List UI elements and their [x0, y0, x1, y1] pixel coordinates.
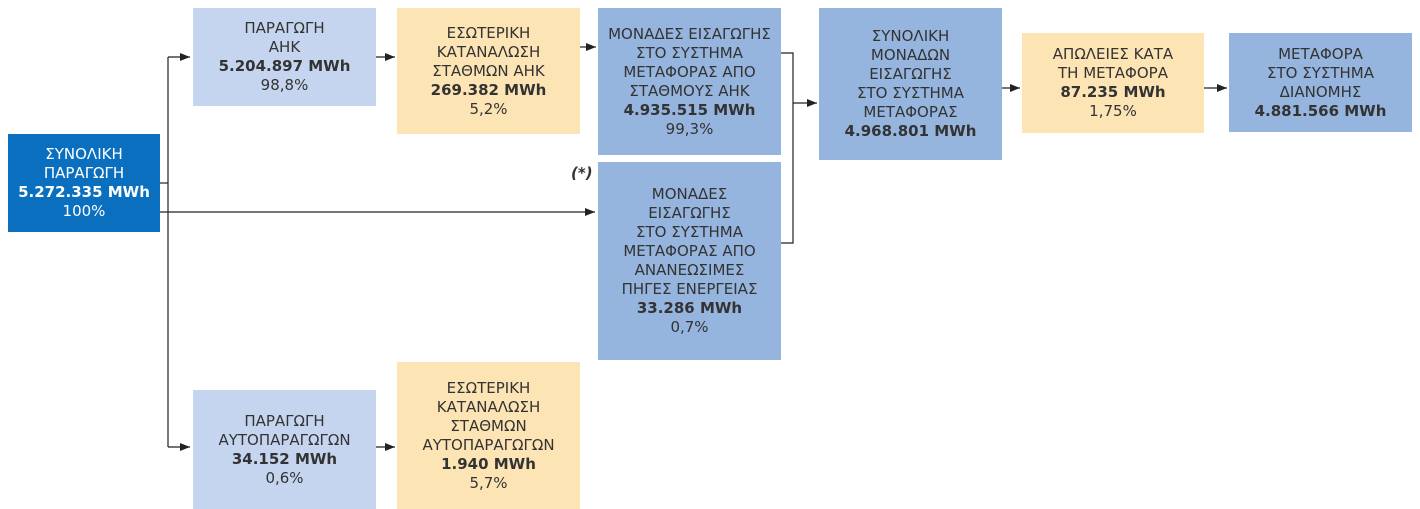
- node-label: ΑΥΤΟΠΑΡΑΓΩΓΩΝ: [218, 430, 351, 449]
- node-label: ΣΤΑΘΜΩΝ: [450, 416, 527, 435]
- node-label: ΣΤΑΘΜΩΝ ΑΗΚ: [432, 61, 545, 80]
- node-label: ΜΕΤΑΦΟΡΑΣ: [863, 103, 958, 121]
- node: ΠΑΡΑΓΩΓΗ ΑΗΚ 5.204.897 MWh 98,8%: [193, 8, 376, 106]
- node-label: ΣΤΟ ΣΥΣΤΗΜΑ: [636, 223, 743, 241]
- node: ΕΣΩΤΕΡΙΚΗ ΚΑΤΑΝΑΛΩΣΗ ΣΤΑΘΜΩΝ ΑΥΤΟΠΑΡΑΓΩΓΩΝ 1…: [397, 362, 580, 509]
- node: ΣΥΝΟΛΙΚΗ ΜΟΝΑΔΩΝ ΕΙΣΑΓΩΓΗΣ ΣΤΟ ΣΥΣΤΗΜΑ ΜΕΤΑΦ…: [819, 8, 1002, 160]
- node-value: 5.204.897 MWh: [218, 57, 351, 75]
- node-label: ΕΣΩΤΕΡΙΚΗ: [446, 378, 531, 397]
- note: (*): [571, 164, 593, 182]
- node-label: ΕΣΩΤΕΡΙΚΗ: [446, 23, 531, 42]
- node: ΣΥΝΟΛΙΚΗ ΠΑΡΑΓΩΓΗ 5.272.335 MWh 100%: [8, 134, 160, 232]
- node-label: ΜΕΤΑΦΟΡΑ: [1278, 44, 1363, 63]
- node-label: ΑΝΑΝΕΩΣΙΜΕΣ: [634, 261, 745, 279]
- node: ΑΠΩΛΕΙΕΣ ΚΑΤΑ ΤΗ ΜΕΤΑΦΟΡΑ 87.235 MWh 1,75%: [1022, 33, 1204, 133]
- node-value: 4.881.566 MWh: [1254, 101, 1387, 120]
- node-label: ΠΗΓΕΣ ΕΝΕΡΓΕΙΑΣ: [621, 280, 758, 298]
- node-label: ΣΤΟ ΣΥΣΤΗΜΑ: [1267, 63, 1374, 82]
- node-percent: 5,2%: [469, 99, 508, 118]
- node-label: ΚΑΤΑΝΑΛΩΣΗ: [436, 42, 541, 61]
- node-percent: 1,75%: [1089, 102, 1137, 120]
- node-label: ΣΤΟ ΣΥΣΤΗΜΑ: [857, 84, 964, 102]
- node-label: ΕΙΣΑΓΩΓΗΣ: [869, 65, 952, 83]
- node: ΠΑΡΑΓΩΓΗ ΑΥΤΟΠΑΡΑΓΩΓΩΝ 34.152 MWh 0,6%: [193, 390, 376, 509]
- node-label: ΚΑΤΑΝΑΛΩΣΗ: [436, 397, 541, 416]
- node-percent: 0,7%: [670, 318, 709, 336]
- node-label: ΣΤΑΘΜΟΥΣ ΑΗΚ: [629, 81, 750, 100]
- node-label: ΑΠΩΛΕΙΕΣ ΚΑΤΑ: [1052, 45, 1174, 63]
- node-label: ΠΑΡΑΓΩΓΗ: [43, 164, 125, 182]
- node-value: 5.272.335 MWh: [18, 183, 150, 201]
- node-value: 269.382 MWh: [430, 80, 547, 99]
- node: ΜΟΝΑΔΕΣ ΕΙΣΑΓΩΓΗΣ ΣΤΟ ΣΥΣΤΗΜΑ ΜΕΤΑΦΟΡΑΣ ΑΠ…: [598, 8, 781, 155]
- node-label: ΑΥΤΟΠΑΡΑΓΩΓΩΝ: [422, 435, 555, 454]
- node-label: ΜΟΝΑΔΩΝ: [870, 46, 951, 64]
- node-label: ΣΥΝΟΛΙΚΗ: [45, 145, 123, 163]
- node-percent: 5,7%: [469, 473, 508, 492]
- node-label: ΜΕΤΑΦΟΡΑΣ ΑΠΟ: [623, 62, 756, 81]
- node-label: ΑΗΚ: [268, 38, 301, 56]
- node: ΜΟΝΑΔΕΣ ΕΙΣΑΓΩΓΗΣ ΣΤΟ ΣΥΣΤΗΜΑ ΜΕΤΑΦΟΡΑΣ ΑΠΟ…: [598, 162, 781, 360]
- node-percent: 99,3%: [665, 119, 714, 138]
- node-label: ΣΤΟ ΣΥΣΤΗΜΑ: [636, 43, 743, 62]
- node-percent: 100%: [62, 202, 106, 220]
- node-label: ΜΟΝΑΔΕΣ ΕΙΣΑΓΩΓΗΣ: [608, 24, 771, 43]
- node-label: ΜΟΝΑΔΕΣ: [651, 185, 728, 203]
- node-label: ΜΕΤΑΦΟΡΑΣ ΑΠΟ: [623, 242, 756, 260]
- node-label: ΠΑΡΑΓΩΓΗ: [244, 19, 325, 37]
- node: ΕΣΩΤΕΡΙΚΗ ΚΑΤΑΝΑΛΩΣΗ ΣΤΑΘΜΩΝ ΑΗΚ 269.382 MW…: [397, 8, 580, 134]
- node-label: ΤΗ ΜΕΤΑΦΟΡΑ: [1058, 64, 1168, 82]
- node-label: ΣΥΝΟΛΙΚΗ: [871, 27, 950, 45]
- node-percent: 98,8%: [260, 76, 309, 94]
- node-value: 4.968.801 MWh: [844, 122, 977, 140]
- node-label: ΔΙΑΝΟΜΗΣ: [1279, 82, 1362, 101]
- node-value: 87.235 MWh: [1060, 83, 1166, 101]
- node-label: ΠΑΡΑΓΩΓΗ: [244, 411, 325, 430]
- node-value: 4.935.515 MWh: [623, 100, 756, 119]
- node-value: 1.940 MWh: [441, 454, 536, 473]
- bracket: [781, 52, 794, 244]
- node-label: ΕΙΣΑΓΩΓΗΣ: [648, 204, 731, 222]
- node-percent: 0,6%: [265, 468, 304, 487]
- node-value: 34.152 MWh: [231, 449, 338, 468]
- node: ΜΕΤΑΦΟΡΑ ΣΤΟ ΣΥΣΤΗΜΑ ΔΙΑΝΟΜΗΣ 4.881.566 MWh: [1229, 33, 1412, 132]
- node-value: 33.286 MWh: [636, 299, 743, 317]
